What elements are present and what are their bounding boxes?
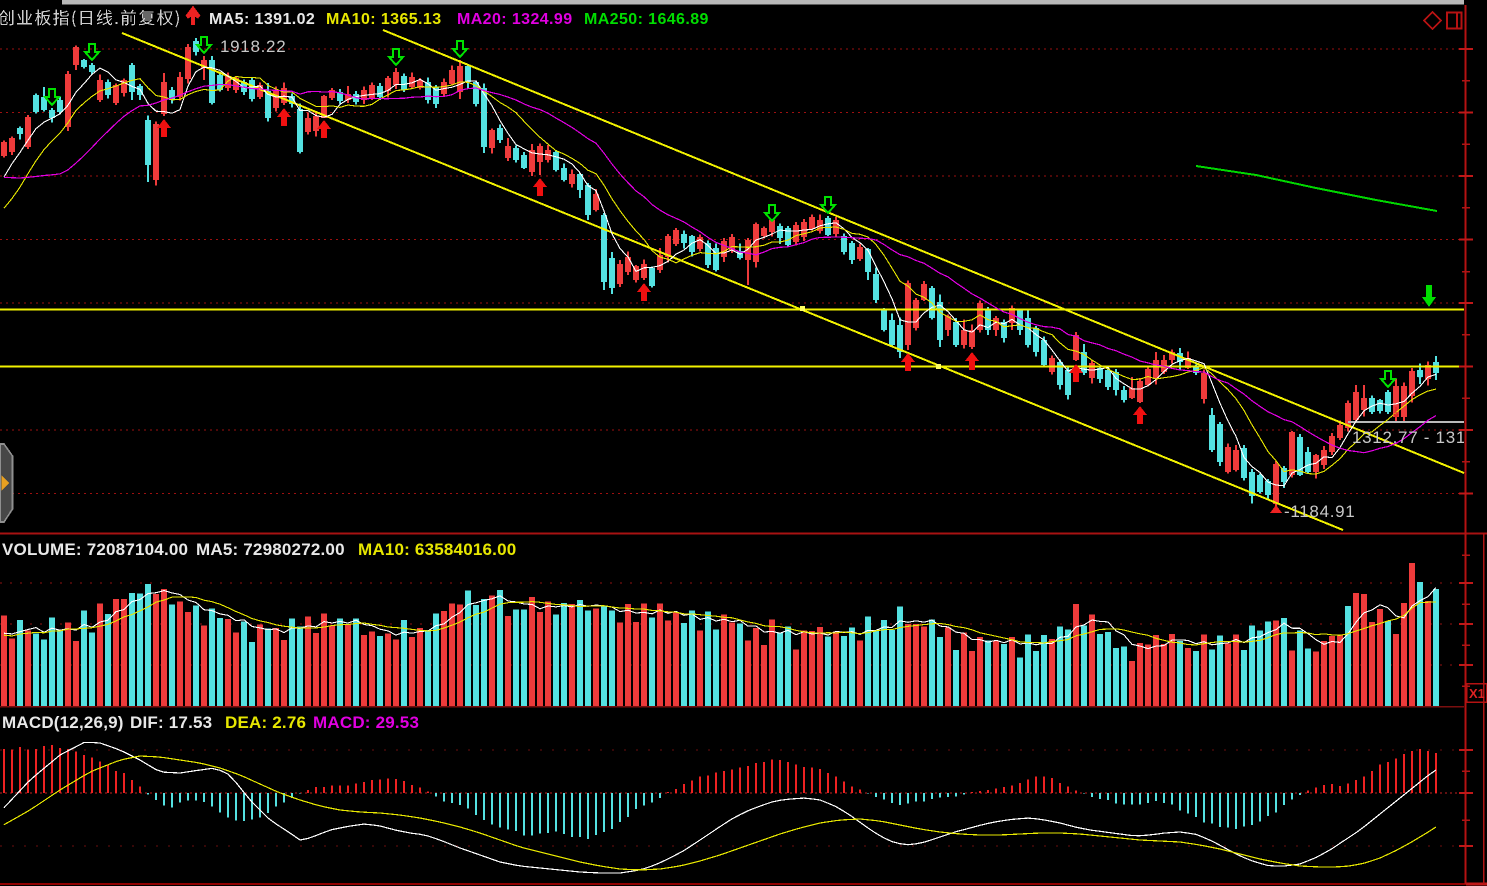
svg-text:MA250: 1646.89: MA250: 1646.89 [584, 11, 709, 28]
svg-text:1312.77 - 1312: 1312.77 - 1312 [1352, 428, 1476, 447]
svg-text:DEA: 2.76: DEA: 2.76 [225, 713, 306, 732]
svg-text:MA20: 1324.99: MA20: 1324.99 [457, 11, 573, 28]
svg-text:MACD: 29.53: MACD: 29.53 [313, 713, 419, 732]
svg-text:MA10: 1365.13: MA10: 1365.13 [326, 11, 442, 28]
svg-text:VOLUME: 72087104.00: VOLUME: 72087104.00 [2, 540, 188, 559]
svg-text:X1: X1 [1469, 686, 1485, 701]
svg-text:1918.22: 1918.22 [220, 37, 286, 56]
svg-text:MA10: 63584016.00: MA10: 63584016.00 [358, 540, 516, 559]
svg-text:MA5: 1391.02: MA5: 1391.02 [209, 11, 315, 28]
svg-text:DIF: 17.53: DIF: 17.53 [130, 713, 212, 732]
svg-text:MACD(12,26,9): MACD(12,26,9) [2, 713, 124, 732]
svg-text:MA5: 72980272.00: MA5: 72980272.00 [196, 540, 345, 559]
svg-text:-1184.91: -1184.91 [1284, 502, 1355, 521]
